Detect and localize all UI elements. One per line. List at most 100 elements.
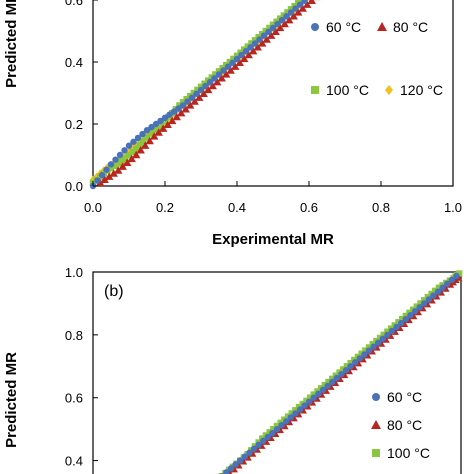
data-point — [105, 172, 114, 180]
plot-area-b — [92, 271, 462, 474]
data-point — [109, 169, 118, 177]
chart-panel-a: 0.0 0.2 0.4 0.6 0.0 0.2 0.4 0.6 0.8 1.0 Experimen… — [3, 0, 462, 248]
data-point — [121, 147, 128, 154]
data-point — [301, 402, 308, 409]
data-point — [107, 161, 115, 168]
data-point — [159, 124, 168, 132]
legend-marker — [371, 420, 381, 429]
data-point — [143, 133, 151, 141]
data-point — [136, 141, 143, 149]
data-point — [197, 86, 205, 94]
data-point — [260, 32, 268, 39]
data-point — [172, 112, 181, 121]
data-point — [292, 410, 299, 417]
data-point — [177, 108, 186, 117]
data-point — [139, 130, 146, 138]
panel-label-b: (b) — [104, 283, 124, 300]
data-point — [154, 128, 163, 136]
data-point — [379, 335, 386, 342]
data-point — [168, 116, 177, 125]
data-point — [285, 15, 294, 24]
data-point — [195, 93, 204, 101]
y-tick-label: 0.0 — [65, 179, 83, 194]
data-point — [148, 123, 155, 131]
data-point — [188, 94, 196, 101]
data-point — [267, 31, 276, 39]
data-point — [273, 425, 281, 433]
data-point — [96, 178, 105, 187]
data-point — [206, 78, 214, 86]
data-point — [310, 394, 317, 401]
data-point — [235, 58, 244, 66]
data-point — [240, 54, 249, 63]
data-point — [284, 9, 291, 16]
x-tick-label: 0.8 — [372, 200, 390, 215]
data-point — [115, 160, 122, 167]
data-point — [123, 158, 132, 166]
y-axis-label-b: Predicted MR — [3, 352, 20, 448]
data-point — [296, 406, 304, 413]
data-point — [175, 105, 182, 112]
y-tick-label: 0.4 — [65, 454, 83, 469]
data-point — [407, 312, 414, 319]
y-axis-label-a: Predicted MR — [3, 0, 20, 88]
data-point — [190, 97, 199, 105]
data-point — [402, 315, 409, 323]
data-point — [266, 24, 273, 32]
data-point — [319, 386, 327, 394]
data-point — [306, 394, 314, 401]
data-point — [370, 343, 377, 350]
data-point — [343, 363, 351, 370]
data-point — [107, 164, 115, 172]
data-point — [255, 441, 262, 449]
data-point — [325, 378, 332, 386]
data-point — [186, 101, 195, 109]
data-point — [287, 414, 294, 421]
data-point — [141, 141, 150, 149]
data-point — [193, 90, 200, 97]
legend-marker — [385, 85, 393, 95]
data-point — [435, 284, 443, 291]
data-point — [274, 20, 281, 28]
data-point — [111, 162, 118, 170]
ticks-b: 0.4 0.6 0.8 1.0 — [65, 265, 98, 469]
data-point — [248, 40, 255, 47]
data-point — [393, 323, 400, 331]
data-point — [262, 35, 271, 43]
data-point — [170, 108, 178, 115]
y-tick-label: 0.6 — [65, 391, 83, 406]
x-tick-label: 0.2 — [156, 200, 174, 215]
data-point — [143, 127, 151, 134]
data-point — [356, 355, 363, 362]
data-point — [202, 82, 209, 90]
x-tick-label: 1.0 — [444, 200, 462, 215]
legend-label: 100 °C — [387, 445, 430, 461]
data-point — [278, 16, 286, 24]
data-point — [329, 378, 336, 386]
data-point — [213, 77, 222, 86]
data-point — [258, 39, 267, 47]
data-point — [147, 130, 154, 137]
data-point — [181, 105, 190, 113]
data-point — [384, 331, 391, 339]
data-point — [241, 453, 248, 460]
data-point — [251, 40, 259, 47]
data-point — [347, 363, 354, 370]
legend-label: 80 °C — [393, 19, 428, 35]
legend-label: 100 °C — [326, 82, 369, 98]
data-point — [199, 89, 208, 97]
data-point — [132, 150, 141, 159]
data-point — [237, 457, 244, 464]
data-point — [223, 469, 230, 474]
data-point — [247, 44, 254, 51]
legend-marker — [377, 22, 387, 31]
data-point — [233, 55, 241, 63]
data-point — [114, 166, 123, 174]
data-point — [430, 292, 437, 299]
data-point — [292, 5, 299, 12]
data-point — [184, 98, 191, 105]
legend-marker — [311, 86, 319, 94]
data-point — [421, 300, 428, 307]
data-point — [278, 422, 285, 429]
data-point — [129, 148, 136, 156]
